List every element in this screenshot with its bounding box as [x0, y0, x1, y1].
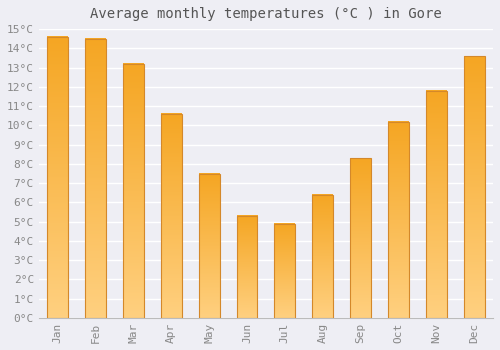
Bar	[236, 216, 258, 318]
Bar	[161, 114, 182, 318]
Bar	[198, 174, 220, 318]
Bar	[464, 56, 484, 318]
Bar	[350, 158, 371, 318]
Bar	[274, 224, 295, 318]
Bar	[312, 195, 333, 318]
Bar	[48, 37, 68, 318]
Bar	[85, 39, 106, 318]
Title: Average monthly temperatures (°C ) in Gore: Average monthly temperatures (°C ) in Go…	[90, 7, 442, 21]
Bar	[388, 121, 409, 318]
Bar	[123, 64, 144, 318]
Bar	[426, 91, 446, 318]
